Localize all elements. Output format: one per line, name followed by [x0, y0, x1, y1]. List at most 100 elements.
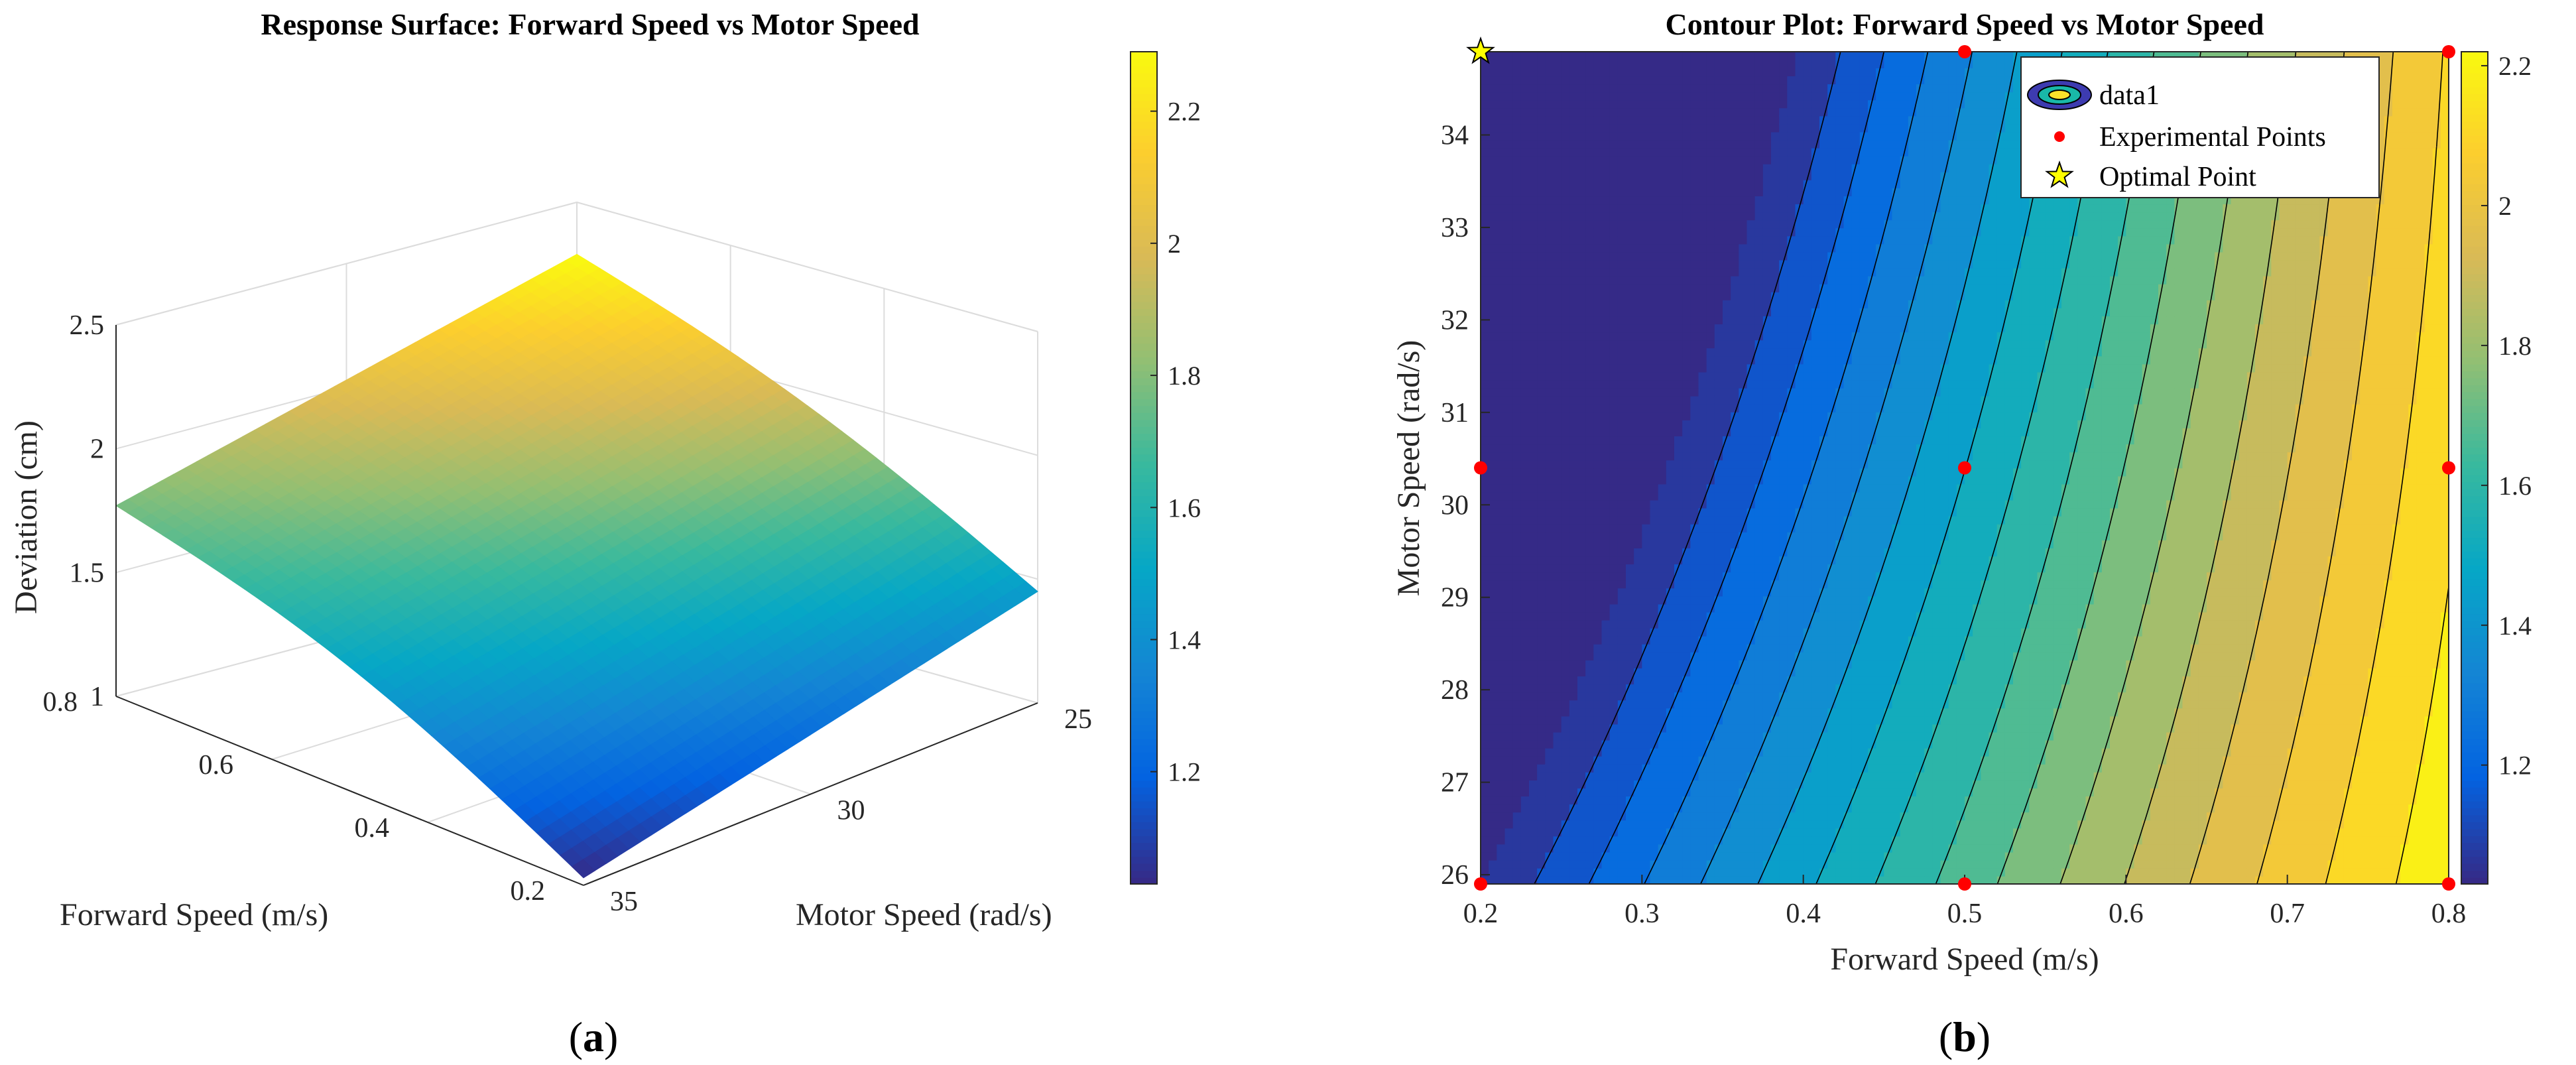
contour-cell	[1529, 308, 1538, 317]
contour-cell	[1561, 300, 1570, 308]
contour-cell	[1642, 371, 1651, 381]
contour-cell	[1714, 700, 1723, 709]
contour-cell	[1690, 499, 1699, 509]
contour-cell	[1674, 755, 1683, 765]
contour-cell	[1601, 99, 1611, 109]
contour-cell	[1593, 332, 1603, 341]
contour-cell	[1690, 723, 1699, 733]
contour-cell	[1666, 60, 1675, 68]
contour-cell	[1650, 324, 1659, 333]
contour-cell	[1537, 147, 1546, 157]
contour-cell	[1642, 259, 1651, 269]
contour-cell	[1561, 267, 1570, 277]
contour-cell	[1617, 627, 1626, 637]
contour-cell	[1537, 652, 1546, 660]
contour-cell	[1537, 708, 1546, 717]
contour-cell	[1553, 251, 1562, 261]
contour-cell	[1529, 635, 1538, 645]
contour-cell	[1529, 52, 1538, 60]
contour-cell	[1650, 420, 1659, 428]
contour-cell	[1601, 163, 1611, 172]
contour-cell	[1706, 324, 1715, 333]
contour-cell	[1642, 436, 1651, 445]
contour-cell	[1642, 412, 1651, 420]
contour-cell	[1626, 379, 1634, 389]
contour-cell	[1642, 684, 1651, 693]
contour-cell	[1553, 676, 1562, 685]
contour-cell	[1698, 588, 1707, 597]
contour-cell	[1609, 403, 1619, 412]
contour-cell	[1723, 292, 1731, 300]
contour-cell	[1577, 603, 1586, 613]
contour-cell	[1617, 460, 1626, 469]
contour-cell	[1577, 844, 1586, 853]
contour-cell	[1553, 755, 1562, 765]
contour-cell	[1545, 619, 1554, 629]
contour-cell	[1642, 708, 1651, 717]
contour-cell	[1504, 499, 1514, 509]
contour-cell	[1512, 251, 1522, 261]
contour-cell	[1512, 875, 1522, 884]
contour-cell	[1714, 660, 1723, 668]
contour-cell	[1698, 444, 1707, 453]
contour-cell	[1714, 147, 1723, 157]
contour-cell	[1650, 68, 1659, 77]
contour-cell	[1626, 836, 1634, 845]
contour-cell	[1617, 387, 1626, 397]
contour-cell	[1512, 708, 1522, 717]
contour-cell	[1723, 412, 1731, 420]
contour-cell	[1504, 251, 1514, 261]
contour-cell	[1529, 708, 1538, 717]
contour-cell	[1497, 332, 1506, 341]
contour-cell	[1658, 763, 1667, 773]
contour-cell	[1609, 340, 1619, 349]
contour-cell	[1497, 588, 1506, 597]
contour-cell	[1706, 668, 1715, 677]
contour-cell	[1617, 412, 1626, 420]
contour-cell	[1658, 820, 1667, 829]
contour-cell	[1690, 259, 1699, 269]
contour-cell	[1642, 163, 1651, 172]
contour-cell	[1585, 515, 1595, 525]
contour-cell	[1512, 275, 1522, 284]
contour-cell	[1512, 635, 1522, 645]
contour-cell	[1561, 723, 1570, 733]
contour-cell	[1601, 387, 1611, 397]
contour-cell	[1706, 379, 1715, 389]
contour-cell	[1537, 676, 1546, 685]
contour-cell	[1698, 196, 1707, 205]
contour-cell	[1537, 499, 1546, 509]
surface-box-edge	[115, 202, 578, 326]
contour-cell	[1489, 739, 1498, 749]
contour-cell	[1512, 227, 1522, 237]
contour-cell	[1512, 107, 1522, 117]
contour-cell	[1593, 387, 1603, 397]
contour-cell	[1489, 412, 1498, 420]
contour-cell	[1666, 700, 1675, 709]
contour-cell	[1512, 155, 1522, 164]
contour-cell	[1529, 420, 1538, 428]
contour-cell	[1553, 716, 1562, 725]
contour-cell	[1520, 556, 1530, 565]
surface-colorbar-segment	[1131, 433, 1157, 441]
contour-cell	[1658, 684, 1667, 693]
contour-cell	[1658, 436, 1667, 445]
contour-cell	[1577, 436, 1586, 445]
contour-cell	[1569, 155, 1578, 164]
contour-cell	[1609, 684, 1619, 693]
contour-cell	[1529, 755, 1538, 765]
contour-cell	[1666, 403, 1675, 412]
contour-cell	[1650, 468, 1659, 477]
contour-cell	[1617, 668, 1626, 677]
contour-cell	[1553, 844, 1562, 853]
contour-cell	[1714, 363, 1723, 373]
contour-cell	[1642, 403, 1651, 412]
contour-cell	[1561, 468, 1570, 477]
contour-cell	[1634, 123, 1643, 133]
contour-cell	[1504, 332, 1514, 341]
contour-cell	[1585, 172, 1595, 180]
contour-cell	[1537, 452, 1546, 461]
contour-cell	[1658, 875, 1667, 884]
contour-cell	[1497, 196, 1506, 205]
contour-cell	[1706, 796, 1715, 805]
